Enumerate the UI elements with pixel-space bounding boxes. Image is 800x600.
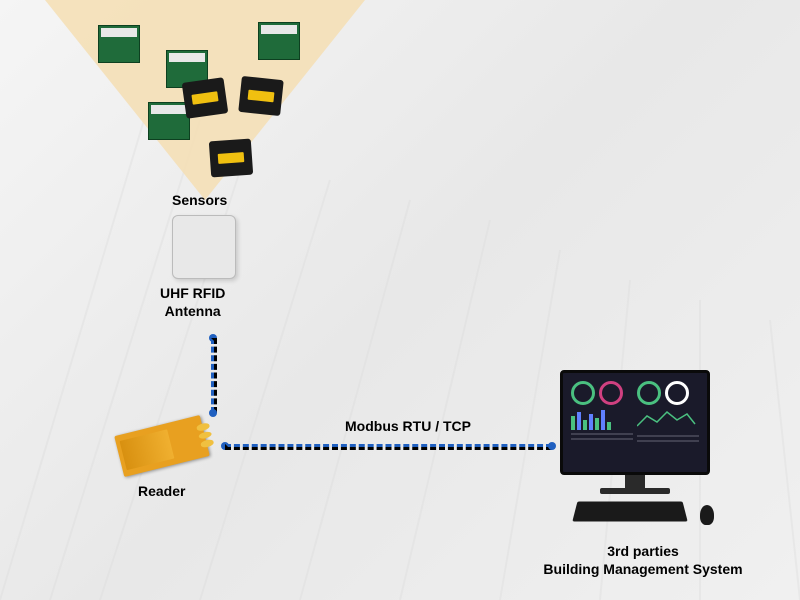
- connection-dot: [548, 442, 556, 450]
- reader-label: Reader: [138, 483, 185, 499]
- connection-line-horizontal: [225, 444, 552, 450]
- monitor-base: [600, 488, 670, 494]
- sensor-tag-black: [238, 76, 284, 116]
- connection-line-vertical: [211, 338, 217, 413]
- system-diagram: Sensors UHF RFID Antenna Reader Modbus R…: [0, 0, 800, 600]
- sensor-tag-green: [148, 102, 190, 140]
- connection-dot: [209, 409, 217, 417]
- mouse: [700, 505, 714, 525]
- sensor-tag-black: [182, 77, 229, 118]
- rfid-reader: [114, 415, 210, 477]
- antenna-label: UHF RFID Antenna: [160, 284, 225, 320]
- sensor-tag-green: [98, 25, 140, 63]
- protocol-label: Modbus RTU / TCP: [345, 418, 471, 434]
- keyboard: [572, 501, 687, 521]
- sensor-tag-black: [209, 139, 253, 178]
- line-chart-icon: [637, 408, 699, 432]
- bms-monitor: [560, 370, 710, 475]
- sensor-tag-green: [258, 22, 300, 60]
- bms-label: 3rd parties Building Management System: [533, 542, 753, 578]
- sensors-label: Sensors: [172, 192, 227, 208]
- rfid-antenna: [172, 215, 236, 279]
